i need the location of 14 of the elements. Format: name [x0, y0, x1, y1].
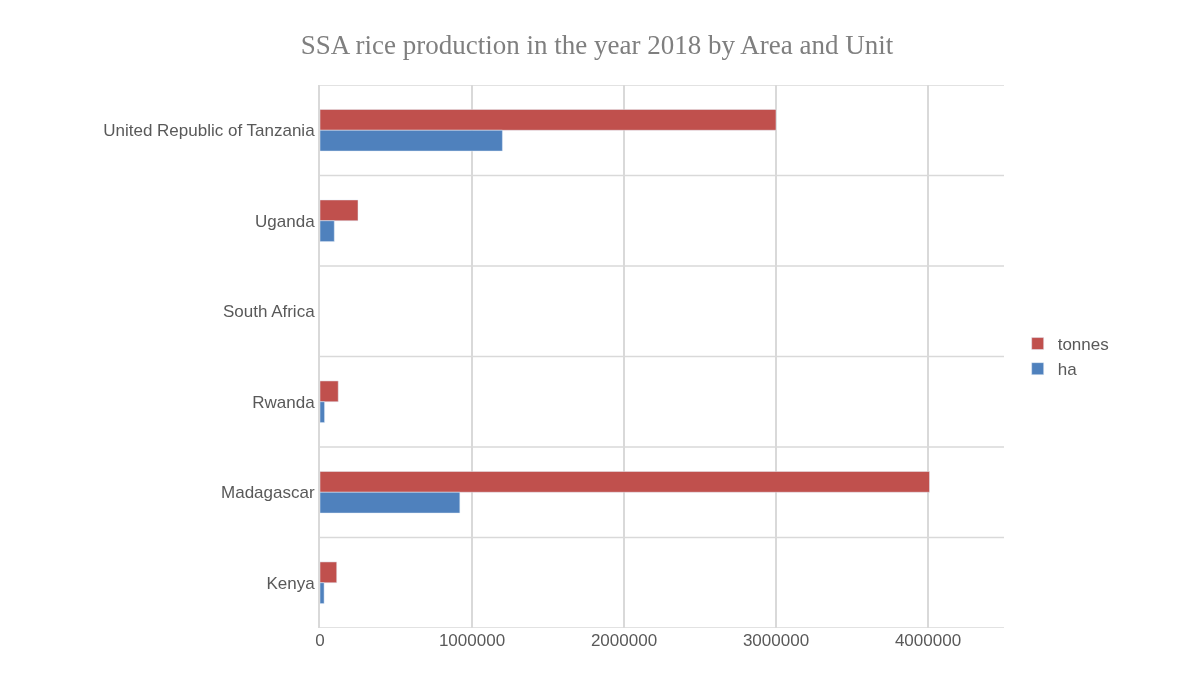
y-tick-label: United Republic of Tanzania [103, 121, 316, 141]
x-tick-label: 4000000 [894, 631, 962, 650]
y-tick-label: South Africa [222, 302, 316, 322]
x-tick-label: 3000000 [742, 631, 810, 650]
y-tick-label: Kenya [266, 573, 316, 593]
x-tick-label: 1000000 [438, 631, 506, 650]
y-tick-label: Madagascar [221, 483, 315, 503]
chart-title: SSA rice production in the year 2018 by Area and Unit [300, 29, 894, 60]
y-tick-label: Rwanda [252, 392, 316, 412]
x-tick-label: 0 [315, 631, 325, 650]
y-tick-label: Uganda [255, 211, 316, 231]
x-tick-label: 2000000 [590, 631, 658, 650]
legend-label: ha [1057, 360, 1078, 380]
legend-label: tonnes [1057, 335, 1109, 355]
